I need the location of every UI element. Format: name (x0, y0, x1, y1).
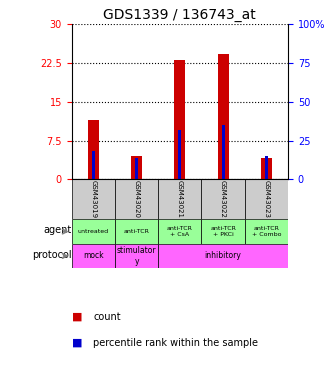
Bar (72, 219, 115, 244)
Bar (201, 180, 245, 219)
Bar (158, 244, 288, 268)
Text: anti-TCR
+ CsA: anti-TCR + CsA (167, 226, 193, 237)
Text: GSM43022: GSM43022 (220, 180, 226, 218)
Bar (218, 54, 228, 180)
Text: ■: ■ (72, 312, 82, 322)
Bar (115, 180, 158, 219)
Bar (135, 158, 138, 180)
Bar (115, 219, 158, 244)
Bar (261, 158, 272, 180)
Text: agent: agent (43, 225, 72, 236)
Title: GDS1339 / 136743_at: GDS1339 / 136743_at (104, 8, 256, 22)
Bar (72, 244, 115, 268)
Bar (265, 156, 268, 180)
Text: anti-TCR
+ PKCi: anti-TCR + PKCi (210, 226, 236, 237)
Bar (174, 60, 185, 180)
Text: count: count (93, 312, 121, 322)
Bar (245, 180, 288, 219)
Text: untreated: untreated (78, 229, 109, 234)
Bar (245, 219, 288, 244)
Text: percentile rank within the sample: percentile rank within the sample (93, 338, 258, 348)
Bar (158, 180, 201, 219)
Text: protocol: protocol (32, 250, 72, 260)
Bar (201, 219, 245, 244)
Text: GSM43020: GSM43020 (134, 180, 140, 218)
Text: anti-TCR: anti-TCR (124, 229, 150, 234)
Bar (158, 219, 201, 244)
Text: GSM43021: GSM43021 (177, 180, 183, 218)
Text: mock: mock (83, 252, 104, 261)
Text: GSM43023: GSM43023 (263, 180, 269, 218)
Text: inhibitory: inhibitory (205, 252, 241, 261)
Bar (88, 120, 99, 180)
Text: anti-TCR
+ Combo: anti-TCR + Combo (252, 226, 281, 237)
Bar (72, 180, 115, 219)
Bar (131, 156, 142, 180)
Text: stimulator
y: stimulator y (117, 246, 156, 266)
Text: ■: ■ (72, 338, 82, 348)
Text: GSM43019: GSM43019 (90, 180, 96, 219)
Bar (178, 130, 181, 180)
Bar (115, 244, 158, 268)
Bar (92, 151, 95, 180)
Bar (221, 125, 225, 180)
